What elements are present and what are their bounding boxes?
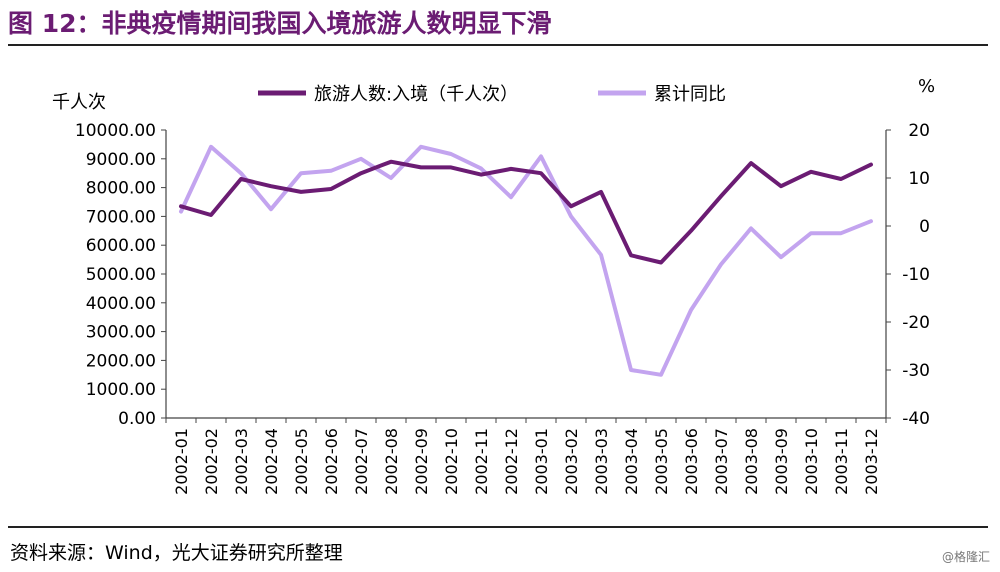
series-line-arrivals [179,159,873,265]
left-tick-label: 4000.00 [86,294,156,314]
x-tick-label: 2003-11 [832,428,851,495]
x-tick-label: 2003-09 [772,428,791,495]
legend-label-arrivals: 旅游人数:入境（千人次） [314,84,518,105]
x-tick-label: 2002-02 [202,428,221,495]
x-tick-label: 2003-03 [592,428,611,495]
x-tick-label: 2003-10 [802,428,821,495]
x-tick-label: 2003-06 [682,428,701,495]
legend-label-yoy: 累计同比 [654,84,726,105]
left-tick-label: 10000.00 [75,121,156,141]
left-tick-label: 1000.00 [86,380,156,400]
x-tick-label: 2002-10 [442,428,461,495]
x-tick-label: 2003-02 [562,428,581,495]
x-tick-label: 2003-12 [862,428,881,495]
left-tick-label: 6000.00 [86,236,156,256]
left-tick-label: 7000.00 [86,207,156,227]
right-tick-label: 0 [919,217,930,237]
x-tick-label: 2002-07 [352,428,371,495]
x-tick-label: 2002-12 [502,428,521,495]
left-tick-label: 2000.00 [86,351,156,371]
x-tick-label: 2003-07 [712,428,731,495]
right-axis-unit: % [918,76,935,97]
footer-divider [8,526,988,528]
title-divider [8,44,988,46]
x-tick-label: 2003-01 [532,428,551,495]
right-tick-label: -40 [902,409,930,429]
left-tick-label: 8000.00 [86,179,156,199]
left-tick-label: 9000.00 [86,150,156,170]
x-tick-label: 2002-01 [172,428,191,495]
x-tick-label: 2003-04 [622,428,641,495]
x-tick-label: 2002-08 [382,428,401,495]
x-tick-label: 2002-11 [472,428,491,495]
figure-title: 图 12：非典疫情期间我国入境旅游人数明显下滑 [8,9,552,38]
series-line-yoy [179,144,873,377]
left-tick-label: 5000.00 [86,265,156,285]
right-tick-label: 20 [908,121,930,141]
x-tick-label: 2003-08 [742,428,761,495]
right-tick-label: 10 [908,169,930,189]
x-tick-label: 2003-05 [652,428,671,495]
left-tick-label: 3000.00 [86,323,156,343]
x-tick-label: 2002-06 [322,428,341,495]
left-tick-label: 0.00 [118,409,156,429]
right-tick-label: -20 [902,313,930,333]
x-tick-label: 2002-09 [412,428,431,495]
left-axis-unit: 千人次 [52,92,106,113]
watermark: @格隆汇 [941,550,990,564]
source-note: 资料来源：Wind，光大证券研究所整理 [10,542,343,564]
right-tick-label: -30 [902,361,930,381]
x-tick-label: 2002-03 [232,428,251,495]
x-tick-label: 2002-05 [292,428,311,495]
x-tick-label: 2002-04 [262,428,281,495]
right-tick-label: -10 [902,265,930,285]
